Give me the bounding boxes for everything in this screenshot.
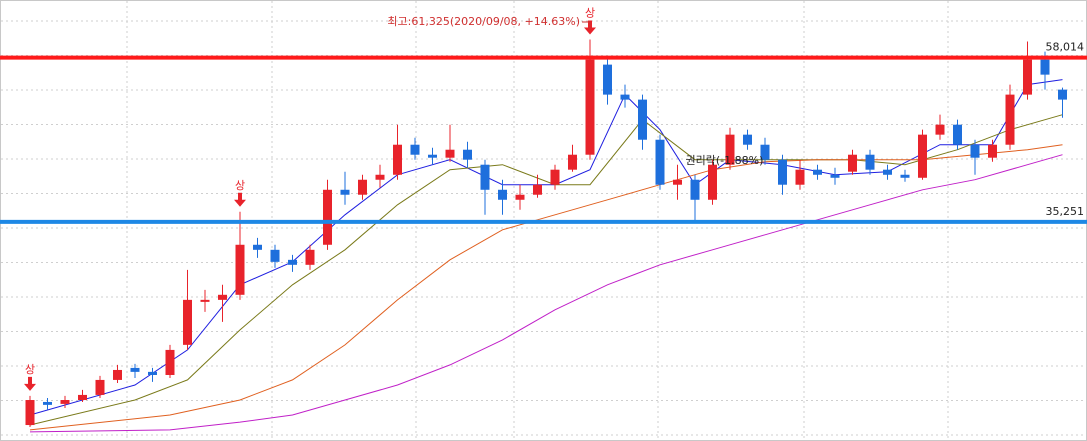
candle-body	[743, 134, 752, 145]
signal-label: 상	[235, 179, 245, 192]
candle-body	[568, 154, 577, 170]
candle-body	[988, 144, 997, 158]
candle-body	[200, 299, 210, 302]
moving-average	[29, 114, 1063, 426]
candle-body	[1058, 89, 1067, 100]
candle-body	[953, 124, 962, 145]
candle-body	[620, 94, 630, 100]
candle-body	[60, 400, 70, 404]
candle-body	[410, 144, 420, 155]
candle-body	[550, 169, 560, 185]
candle-body	[883, 169, 892, 175]
candle-body	[673, 179, 682, 185]
candle-body	[340, 189, 350, 195]
signal-arrow	[24, 376, 36, 391]
candle-body	[708, 164, 717, 200]
signal-arrow	[234, 192, 246, 207]
candle-body	[813, 169, 822, 175]
moving-average	[29, 79, 1063, 416]
level-label: 35,251	[1046, 205, 1085, 218]
signal-label: 상	[25, 363, 35, 376]
candle-body	[638, 99, 647, 140]
candle-body	[25, 400, 35, 426]
candle-body	[1005, 94, 1015, 145]
candle-body	[305, 249, 315, 265]
candle-body	[43, 401, 52, 405]
candle-body	[918, 134, 927, 178]
candle-body	[690, 179, 700, 200]
candle-body	[463, 149, 472, 160]
candle-body	[515, 194, 525, 200]
candle-body	[760, 144, 770, 160]
candle-body	[603, 64, 612, 95]
candle-body	[480, 164, 490, 190]
candle-body	[165, 349, 175, 375]
candle-body	[113, 369, 122, 380]
candle-body	[585, 59, 595, 155]
signal-label: 상	[585, 7, 595, 20]
moving-average	[29, 154, 1063, 433]
candle-body	[900, 174, 910, 178]
candle-body	[428, 154, 437, 158]
candle-body	[78, 394, 87, 401]
candle-body	[848, 154, 857, 172]
candle-body	[130, 367, 140, 372]
candle-body	[235, 244, 245, 295]
candle-body	[865, 154, 875, 170]
candle-body	[183, 299, 192, 345]
candle-body	[1023, 59, 1032, 95]
candle-body	[795, 169, 805, 185]
candle-body	[288, 259, 297, 265]
candle-body	[445, 149, 455, 158]
candle-body	[725, 134, 735, 165]
candle-body	[95, 379, 105, 395]
candle-body	[498, 189, 507, 200]
candle-body	[253, 244, 262, 250]
candle-body	[393, 144, 402, 175]
candle-body	[1040, 59, 1050, 75]
candle-body	[270, 249, 280, 262]
candle-body	[533, 184, 542, 195]
candle-body	[830, 174, 840, 178]
high-note-bracket	[582, 21, 591, 30]
event-note: 권리락(-1.88%)	[686, 154, 764, 167]
candle-body	[655, 139, 665, 185]
candle-body	[970, 144, 980, 158]
candle-body	[935, 124, 945, 135]
level-label: 58,014	[1046, 41, 1085, 54]
candle-body	[375, 174, 385, 180]
candle-body	[778, 159, 787, 185]
candle-body	[323, 189, 332, 245]
candle-body	[148, 371, 157, 375]
high-note: 최고:61,325(2020/09/08, +14.63%)	[387, 15, 580, 28]
candle-body	[218, 294, 227, 300]
candle-body	[358, 179, 367, 195]
